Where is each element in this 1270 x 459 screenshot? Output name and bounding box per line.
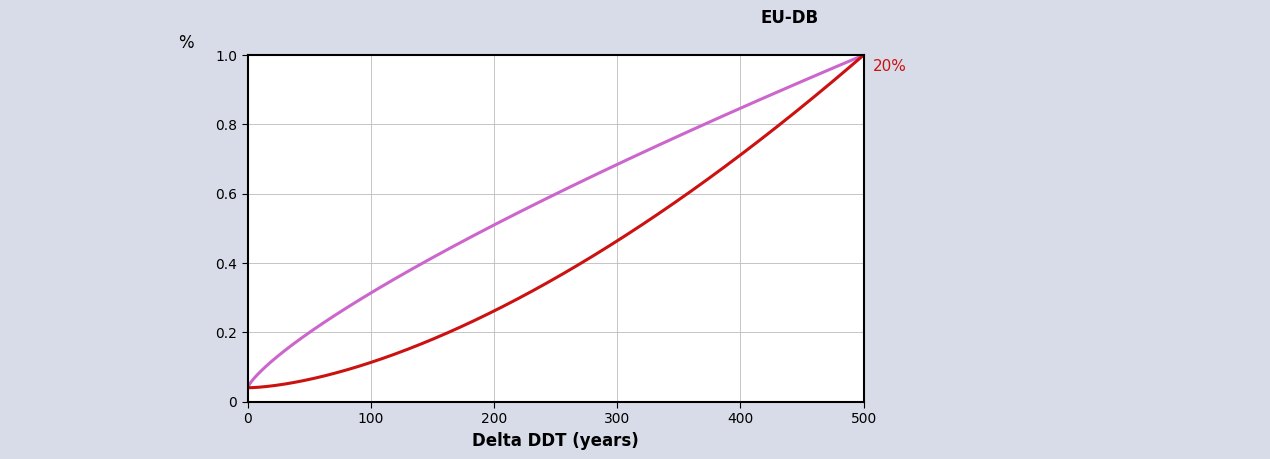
Text: EU-DB: EU-DB: [761, 9, 819, 28]
Text: %: %: [178, 34, 194, 51]
X-axis label: Delta DDT (years): Delta DDT (years): [472, 431, 639, 450]
Text: 20%: 20%: [872, 59, 907, 73]
